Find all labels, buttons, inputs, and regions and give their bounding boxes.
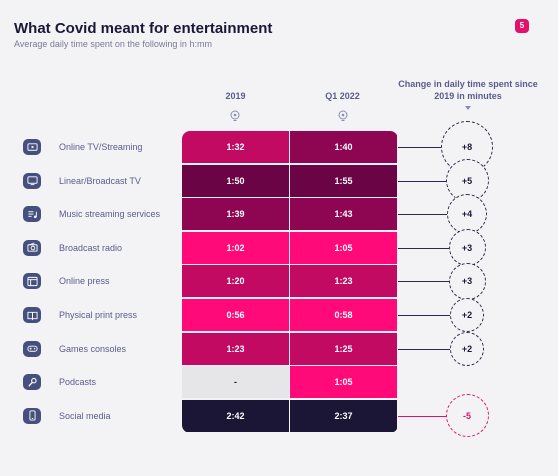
column-header-2019: 2019 (225, 91, 246, 101)
cell-2019: 0:56 (182, 299, 289, 331)
chart-subtitle: Average daily time spent on the followin… (14, 39, 212, 49)
row-label: Social media (59, 410, 111, 421)
change-connector (398, 180, 446, 182)
cell-2019: - (182, 366, 289, 399)
cell-2019: 1:39 (182, 198, 289, 231)
phone-icon (23, 407, 41, 424)
change-bubble: +2 (450, 331, 484, 366)
row-label: Podcasts (59, 377, 97, 388)
row-label: Online TV/Streaming (59, 142, 143, 152)
change-bubble: -5 (445, 394, 489, 438)
cell-2019: 1:50 (182, 164, 289, 197)
change-connector (398, 147, 441, 148)
change-bubble: +3 (448, 262, 486, 300)
cell-q1-2022: 1:43 (290, 198, 397, 231)
bulb-icon (230, 110, 240, 121)
cell-2019: 1:20 (182, 265, 289, 298)
chart-title: What Covid meant for entertainment (14, 20, 273, 37)
change-connector (398, 315, 450, 316)
column-header-change: Change in daily time spent since 2019 in… (398, 79, 538, 101)
cell-q1-2022: 0:58 (290, 299, 397, 331)
cell-2019: 2:42 (182, 399, 289, 432)
row-label: Music streaming services (59, 209, 161, 220)
data-table: 1:32 1:40 1:50 1:55 1:39 1:43 1:02 1:05 1:20 1:23… (182, 131, 398, 433)
row-label: Games consoles (59, 343, 127, 354)
change-connector (398, 415, 446, 417)
change-connector (398, 247, 449, 249)
row-label: Physical print press (59, 310, 138, 320)
cell-2019: 1:02 (182, 231, 289, 264)
cell-q1-2022: 1:55 (290, 164, 397, 197)
gamepad-icon (23, 340, 41, 357)
cell-q1-2022: 1:25 (290, 332, 397, 365)
cell-q1-2022: 1:05 (290, 366, 397, 399)
change-connector (398, 281, 449, 283)
row-label: Online press (59, 276, 110, 287)
radio-icon (23, 239, 41, 256)
change-bubble: +4 (447, 194, 487, 235)
cell-q1-2022: 1:23 (290, 265, 397, 298)
play-screen-icon (23, 139, 41, 155)
tv-icon (23, 172, 41, 189)
cell-q1-2022: 1:05 (290, 231, 397, 264)
bulb-icon (338, 110, 348, 121)
cell-q1-2022: 1:40 (290, 131, 397, 163)
row-label: Linear/Broadcast TV (59, 175, 141, 186)
cell-2019: 1:32 (182, 131, 289, 163)
column-header-q1-2022: Q1 2022 (325, 91, 360, 101)
row-label: Broadcast radio (59, 242, 123, 253)
book-icon (23, 307, 41, 323)
browser-icon (23, 273, 41, 290)
chevron-down-icon (465, 106, 471, 110)
change-connector (398, 348, 450, 350)
music-list-icon (23, 206, 41, 223)
change-bubble: +3 (448, 229, 486, 267)
microphone-icon (23, 374, 41, 391)
page-number-badge: 5 (515, 19, 529, 33)
change-connector (398, 214, 447, 216)
cell-q1-2022: 2:37 (290, 399, 397, 432)
change-bubble: +2 (450, 298, 484, 332)
cell-2019: 1:23 (182, 332, 289, 365)
